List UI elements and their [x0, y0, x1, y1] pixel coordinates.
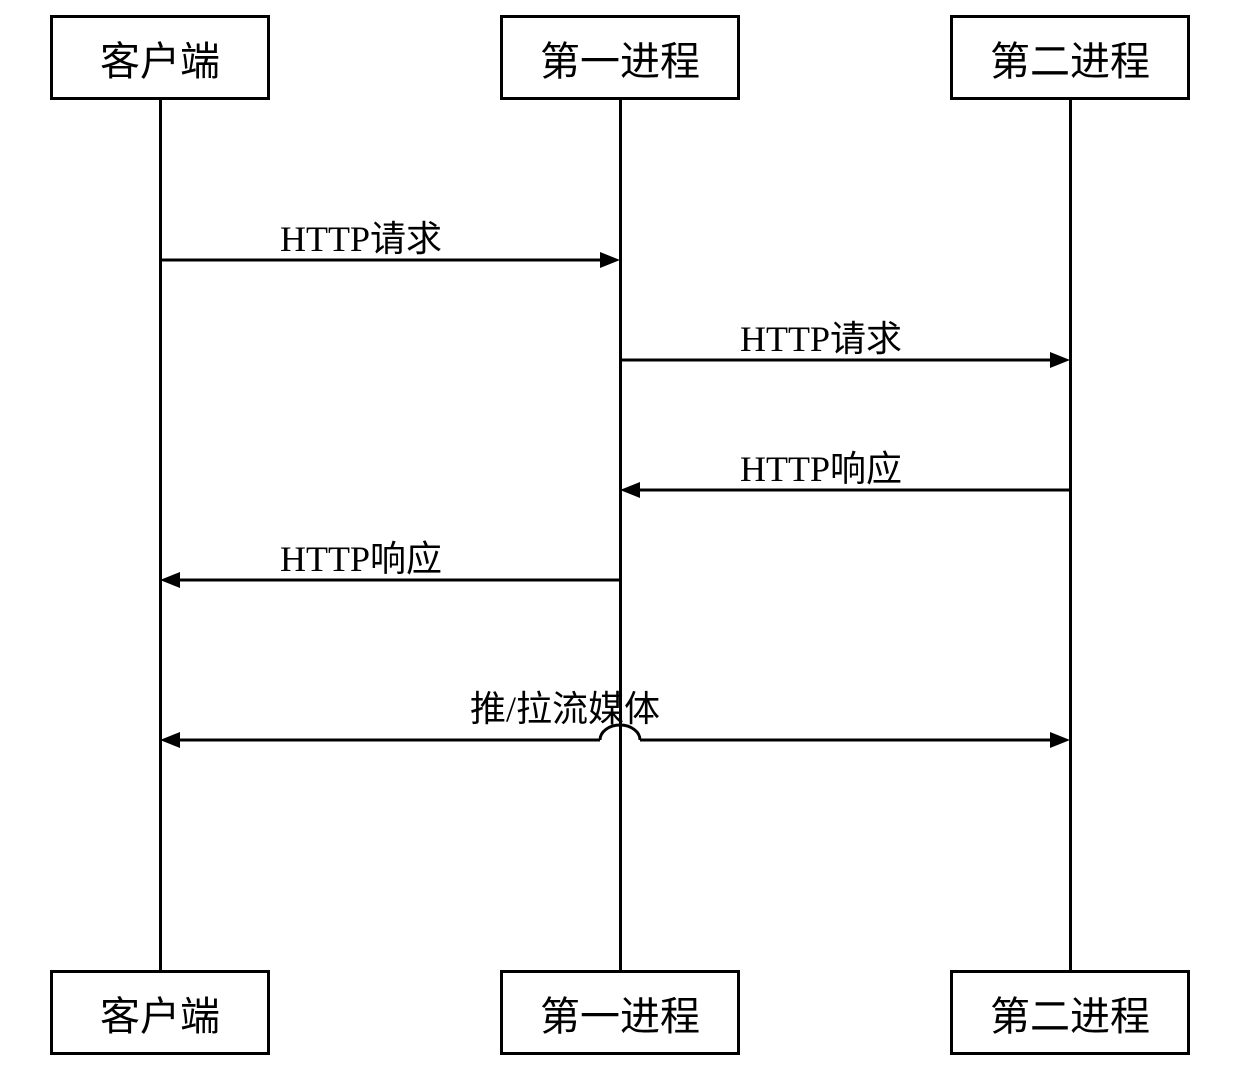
participant-box-process1-bottom: 第一进程 [500, 970, 740, 1055]
arrow-right-icon [160, 255, 620, 275]
participant-box-client-bottom: 客户端 [50, 970, 270, 1055]
participant-label: 第一进程 [540, 29, 700, 87]
participant-box-process1-top: 第一进程 [500, 15, 740, 100]
lifeline-process1 [619, 100, 622, 970]
participant-label: 客户端 [100, 29, 220, 87]
sequence-diagram: 客户端 第一进程 第二进程 客户端 第一进程 第二进程 HTTP请求 HTTP请… [0, 0, 1240, 1081]
participant-label: 第二进程 [990, 29, 1150, 87]
participant-label: 第一进程 [540, 984, 700, 1042]
participant-box-process2-top: 第二进程 [950, 15, 1190, 100]
arrow-left-icon [160, 575, 620, 595]
participant-box-process2-bottom: 第二进程 [950, 970, 1190, 1055]
lifeline-client [159, 100, 162, 970]
arrow-both-icon [160, 720, 1070, 760]
participant-label: 客户端 [100, 984, 220, 1042]
arrow-right-icon [620, 355, 1070, 375]
participant-label: 第二进程 [990, 984, 1150, 1042]
arrow-left-icon [620, 485, 1070, 505]
participant-box-client-top: 客户端 [50, 15, 270, 100]
lifeline-process2 [1069, 100, 1072, 970]
